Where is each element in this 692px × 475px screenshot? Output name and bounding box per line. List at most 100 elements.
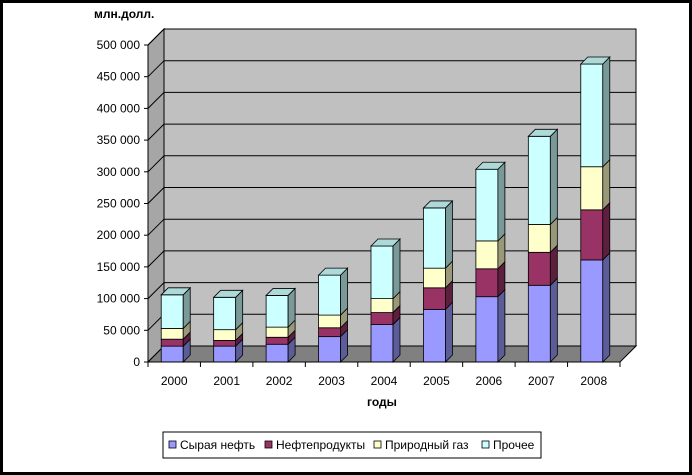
bar-segment <box>527 284 551 363</box>
bar-segment-side <box>392 238 401 300</box>
bar-segment-side <box>392 316 401 363</box>
x-axis-label: годы <box>367 395 397 409</box>
bar-segment <box>318 336 341 363</box>
x-tick-labels: 2000 2001 2002 2003 2004 2005 2006 2007 2008 <box>147 362 621 388</box>
bar-segment <box>423 308 446 363</box>
bar-segment <box>580 259 604 363</box>
x-tick-label: 2000 <box>161 374 188 388</box>
bar-stack-2001 <box>212 289 244 363</box>
y-tick-label: 250 000 <box>97 197 141 211</box>
bar-segment <box>475 240 499 270</box>
y-unit-label: млн.долл. <box>94 7 154 21</box>
bar-segment-side <box>445 199 453 270</box>
gridline <box>147 155 636 173</box>
bar-segment <box>580 209 604 261</box>
legend-swatch <box>264 440 273 449</box>
bar-segment <box>370 298 394 313</box>
bar-segment-side <box>602 56 611 168</box>
bar-segment <box>265 295 289 328</box>
bar-segment <box>213 296 237 331</box>
y-tick-label: 350 000 <box>97 133 141 147</box>
bar-segment <box>370 324 394 363</box>
bar-top <box>474 161 506 170</box>
bar-top <box>527 128 559 137</box>
bar-stack-2004 <box>370 238 401 363</box>
bar-segment <box>213 340 237 347</box>
gridline <box>147 28 636 46</box>
y-tick-label: 200 000 <box>97 228 141 242</box>
bar-segment <box>265 343 289 363</box>
bar-stack-2008 <box>579 56 611 363</box>
x-tick-label: 2003 <box>318 374 345 388</box>
bar-top <box>212 289 244 298</box>
bar-segment <box>265 336 289 345</box>
bar-segment <box>475 268 499 298</box>
bar-segment <box>318 314 341 329</box>
bar-segment <box>423 207 446 269</box>
legend-box <box>162 431 542 459</box>
bar-segment <box>527 135 551 225</box>
bar-stack-2006 <box>474 161 506 363</box>
x-tick-label: 2008 <box>580 374 607 388</box>
x-tick-label: 2005 <box>423 374 450 388</box>
bar-segment-side <box>602 158 611 211</box>
legend-swatch <box>168 440 177 449</box>
bar-segment-side <box>497 288 506 363</box>
bar-stack-2005 <box>422 199 454 363</box>
bar-top <box>422 200 454 209</box>
bar-segment-side <box>445 301 453 363</box>
y-tick-labels: 0 50 000 100 000 150 000 200 000 250 000 300 0… <box>97 38 148 369</box>
y-tick-label: 0 <box>133 355 140 369</box>
y-tick-label: 400 000 <box>97 101 141 115</box>
bar-segment-side <box>602 201 611 261</box>
bar-top <box>160 287 192 296</box>
bar-segment <box>527 224 551 253</box>
legend-label: Прочее <box>493 438 535 452</box>
y-tick-label: 150 000 <box>97 260 141 274</box>
bar-segment-side <box>602 251 611 363</box>
y-tick-label: 500 000 <box>97 38 141 52</box>
bar-segment <box>370 245 394 299</box>
bar-segment <box>160 338 184 347</box>
bar-stack-2000 <box>160 286 192 363</box>
bar-segment <box>580 63 604 168</box>
bar-top <box>579 56 611 65</box>
bar-segment <box>475 296 499 363</box>
bar-segment <box>160 327 184 340</box>
bar-segment <box>527 251 551 286</box>
legend: Сырая нефть Нефтепродукты Природный газ Про… <box>162 431 542 459</box>
bar-segment <box>370 312 394 325</box>
legend-label: Сырая нефть <box>180 438 255 452</box>
legend-swatch <box>373 440 382 449</box>
x-tick-label: 2001 <box>213 374 240 388</box>
bar-segment <box>423 267 446 289</box>
x-tick-label: 2007 <box>528 374 555 388</box>
gridline <box>147 91 636 109</box>
bar-top <box>265 288 297 296</box>
bar-segment <box>580 166 604 211</box>
y-tick-label: 100 000 <box>97 292 141 306</box>
bar-segment <box>475 168 499 242</box>
gridline <box>147 123 636 141</box>
bar-top <box>317 267 349 276</box>
x-tick-label: 2002 <box>266 374 293 388</box>
bar-top <box>370 238 401 247</box>
bar-stack-2007 <box>527 128 559 363</box>
gridline <box>147 60 636 78</box>
bar-segment-side <box>549 277 558 363</box>
legend-swatch <box>481 440 490 449</box>
bar-segment <box>213 329 237 341</box>
bar-segment <box>160 345 184 363</box>
bar-stack-2002 <box>265 287 297 363</box>
y-tick-label: 300 000 <box>97 165 141 179</box>
y-tick-label: 450 000 <box>97 70 141 84</box>
bar-segment <box>160 294 184 329</box>
x-tick-label: 2004 <box>371 374 398 388</box>
bar-segment-side <box>340 267 348 317</box>
bar-segment <box>213 345 237 363</box>
bar-segment <box>318 274 341 316</box>
bar-segment <box>423 287 446 310</box>
legend-label: Нефтепродукты <box>276 438 365 452</box>
bar-segment-side <box>497 161 506 242</box>
